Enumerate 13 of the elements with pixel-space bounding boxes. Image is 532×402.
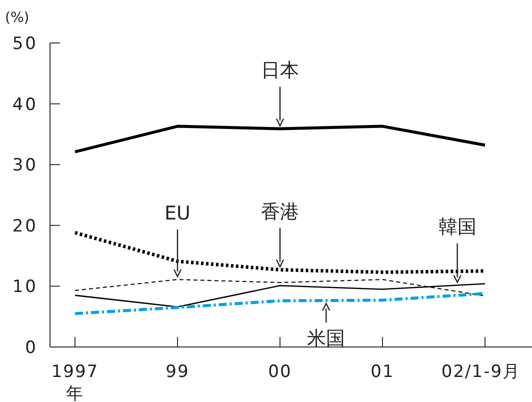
x-tick-label: 01 <box>370 362 394 382</box>
x-tick-label: 1997 年 <box>51 362 99 402</box>
y-tick-label: 10 <box>12 277 38 298</box>
x-tick-label: 00 <box>268 362 292 382</box>
y-tick-label: 0 <box>25 338 38 358</box>
y-axis-title: (%) <box>5 10 30 26</box>
series-label: 米国 <box>307 328 346 350</box>
x-tick-label: 02/1-9月 <box>441 362 521 382</box>
y-tick-label: 30 <box>12 156 38 176</box>
y-tick-label: 40 <box>12 94 38 115</box>
x-tick-label: 99 <box>166 362 190 382</box>
y-tick-label: 50 <box>12 34 38 54</box>
y-tick-label: 20 <box>12 216 38 236</box>
